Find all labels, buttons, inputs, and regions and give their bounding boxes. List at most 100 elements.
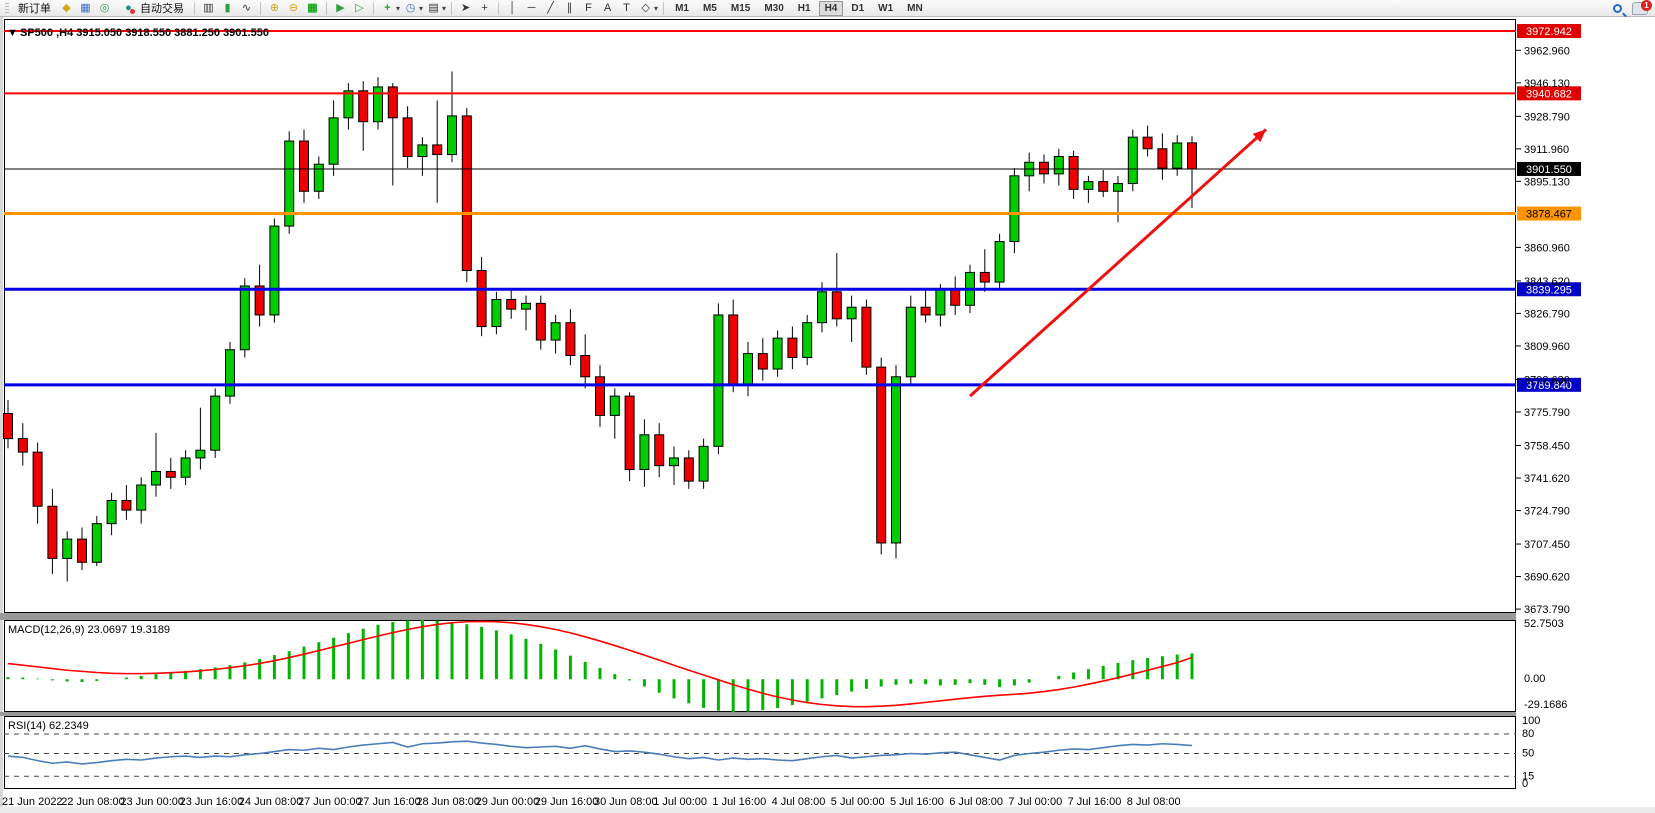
svg-text:30 Jun 08:00: 30 Jun 08:00 [594,796,658,808]
market-watch-icon[interactable]: ◆ [62,1,71,14]
svg-text:3826.790: 3826.790 [1524,308,1570,320]
svg-text:3940.682: 3940.682 [1526,88,1572,100]
symbol-collapse-icon[interactable]: ▼ [7,27,18,39]
svg-text:1 Jul 16:00: 1 Jul 16:00 [712,796,766,808]
timeframe-mn[interactable]: MN [907,2,923,14]
candlestick-mode-icon[interactable]: ▮ [224,1,231,14]
bull-candle [846,306,857,320]
svg-text:3673.790: 3673.790 [1524,604,1570,616]
new-order-button[interactable]: 新订单 [13,1,56,16]
window-left-edge [0,17,3,813]
trend-arrow[interactable] [968,128,1268,398]
price-badge [1517,282,1581,297]
bar-chart-mode-icon[interactable]: ▥ [203,1,214,14]
bull-candle [905,306,916,378]
toolbar-separator [498,1,500,15]
templates-icon[interactable]: ▤ [428,1,439,14]
svg-text:29 Jun 00:00: 29 Jun 00:00 [476,796,540,808]
shapes-tool-icon[interactable]: ◇ [641,1,650,14]
svg-text:5 Jul 16:00: 5 Jul 16:00 [890,796,944,808]
svg-text:27 Jun 00:00: 27 Jun 00:00 [298,796,362,808]
label-tool-icon[interactable]: T [623,1,630,14]
timeframe-w1[interactable]: W1 [878,2,894,14]
add-indicator-icon[interactable]: + [384,1,391,14]
bear-candle [165,470,176,478]
bear-candle [358,90,369,123]
navigator-icon[interactable]: ◎ [99,1,110,14]
zoom-in-icon[interactable]: ⊕ [269,1,280,14]
bull-candle [935,289,946,316]
bull-candle [994,241,1005,283]
chart-shift-icon[interactable]: ▷ [355,1,364,14]
svg-text:100: 100 [1522,715,1540,727]
bear-candle [3,412,13,440]
bear-candle [1187,142,1197,170]
svg-text:3690.620: 3690.620 [1524,572,1570,584]
search-icon[interactable] [1613,3,1622,13]
cursor-icon[interactable]: ➤ [460,1,471,14]
timeframe-m15[interactable]: M15 [730,2,751,14]
timeframe-h1[interactable]: H1 [797,2,811,14]
chevron-down-icon[interactable]: ▾ [419,3,424,13]
svg-text:15: 15 [1522,770,1534,782]
chevron-down-icon[interactable]: ▾ [396,3,401,13]
price-chart-canvas[interactable]: 3972.942 3940.682 3901.550 3878.467 3839.295… [0,17,1655,813]
autotrade-label: 自动交易 [140,3,184,15]
bull-candle [521,302,531,310]
horizontal-price-lines[interactable]: 3972.942 3940.682 3901.550 3878.467 3839.295… [4,24,1581,392]
vertical-line-tool-icon[interactable]: │ [509,1,516,14]
bull-candle [550,322,561,341]
data-window-icon[interactable]: ▦ [80,1,91,14]
channel-tool-icon[interactable]: ∥ [566,1,573,14]
bull-candle [743,353,753,386]
svg-text:23 Jun 00:00: 23 Jun 00:00 [120,796,184,808]
trendline-tool-icon[interactable]: ╱ [547,1,554,14]
svg-text:29 Jun 16:00: 29 Jun 16:00 [535,796,599,808]
bull-candle [417,144,428,157]
periods-clock-icon[interactable]: ◷ [405,1,416,14]
notification-icon[interactable]: 1 [1632,0,1652,15]
tile-windows-icon[interactable]: ▦ [307,1,318,14]
arrowhead-icon [1252,129,1266,143]
bull-candle [1009,175,1020,243]
bear-candle [387,86,398,119]
text-tool-icon[interactable]: A [603,1,612,14]
chevron-down-icon[interactable]: ▾ [654,3,659,13]
crosshair-icon[interactable]: + [481,1,488,14]
svg-text:3809.960: 3809.960 [1524,341,1570,353]
autotrade-button[interactable]: ● 自动交易 [115,1,189,16]
main-price-panel[interactable] [4,19,1516,613]
bear-candle [47,505,58,559]
line-chart-mode-icon[interactable]: ∿ [241,1,252,14]
fibonacci-tool-icon[interactable]: F [585,1,592,14]
timeframe-d1[interactable]: D1 [851,2,865,14]
svg-text:6 Jul 08:00: 6 Jul 08:00 [949,796,1003,808]
toolbar-grip[interactable] [5,2,9,14]
rsi-panel[interactable] [4,716,1516,789]
bear-candle [432,144,443,156]
bear-candle [461,115,472,272]
macd-panel[interactable] [4,620,1516,712]
timeframe-m30[interactable]: M30 [764,2,784,14]
chevron-down-icon[interactable]: ▾ [442,3,447,13]
zoom-out-icon[interactable]: ⊖ [288,1,299,14]
timeframe-m1[interactable]: M1 [675,2,689,14]
svg-text:3972.942: 3972.942 [1526,26,1572,38]
status-strip [0,807,1655,813]
timeframe-m5[interactable]: M5 [702,2,717,14]
svg-text:7 Jul 00:00: 7 Jul 00:00 [1008,796,1062,808]
toolbar-separator [663,1,665,15]
bull-candle [447,115,457,156]
svg-text:3901.550: 3901.550 [1526,164,1572,176]
svg-text:3860.960: 3860.960 [1524,242,1570,254]
svg-text:3928.790: 3928.790 [1524,111,1570,123]
macd-scale-zero: 0.00 [1524,673,1545,685]
horizontal-line-tool-icon[interactable]: ─ [527,1,536,14]
bull-candle [195,449,206,459]
panel-separator[interactable] [0,613,1516,620]
auto-scroll-icon[interactable]: ▶ [336,1,345,14]
trend-arrow-line[interactable] [968,128,1268,398]
timeframe-h4[interactable]: H4 [818,0,844,16]
panel-separator[interactable] [0,712,1516,716]
